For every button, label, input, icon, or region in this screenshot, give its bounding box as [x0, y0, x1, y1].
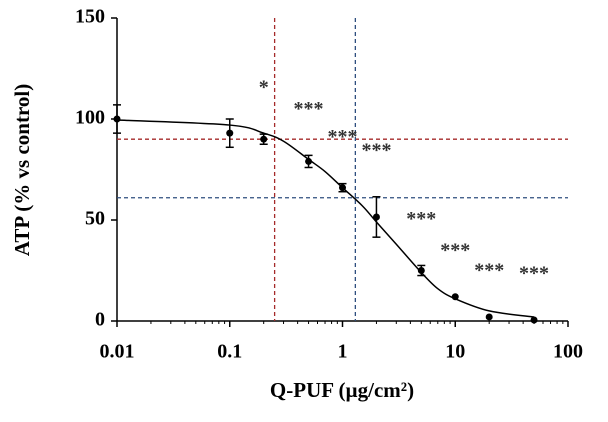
data-point: [372, 213, 380, 221]
significance-label: ***: [328, 126, 358, 148]
data-point: [451, 293, 459, 301]
significance-label: ***: [361, 139, 391, 161]
data-point: [113, 115, 121, 123]
data-point: [417, 267, 425, 274]
x-tick-label: 0.1: [217, 341, 242, 363]
fit-curve: [116, 119, 535, 318]
significance-label: *: [259, 77, 269, 99]
significance-label: ***: [294, 98, 324, 120]
significance-label: ***: [519, 263, 549, 285]
data-point: [530, 316, 538, 324]
y-tick-label: 50: [85, 208, 105, 230]
data-point: [339, 184, 346, 192]
significance-label: ***: [474, 260, 504, 282]
data-point: [485, 313, 493, 321]
significance-label: ***: [406, 208, 436, 230]
y-tick-label: 0: [95, 309, 105, 331]
y-axis-title: ATP (% vs control): [10, 84, 34, 256]
x-tick-label: 100: [553, 341, 583, 363]
significance-label: ***: [440, 239, 470, 261]
data-point: [305, 157, 313, 165]
x-axis-title: Q-PUF (µg/cm²): [270, 378, 414, 402]
x-tick-label: 0.01: [100, 341, 135, 363]
x-tick-label: 10: [445, 341, 465, 363]
data-point: [226, 129, 234, 137]
data-point: [260, 135, 268, 143]
x-tick-label: 1: [338, 341, 348, 363]
y-tick-label: 150: [75, 6, 105, 28]
y-tick-label: 100: [75, 107, 105, 129]
